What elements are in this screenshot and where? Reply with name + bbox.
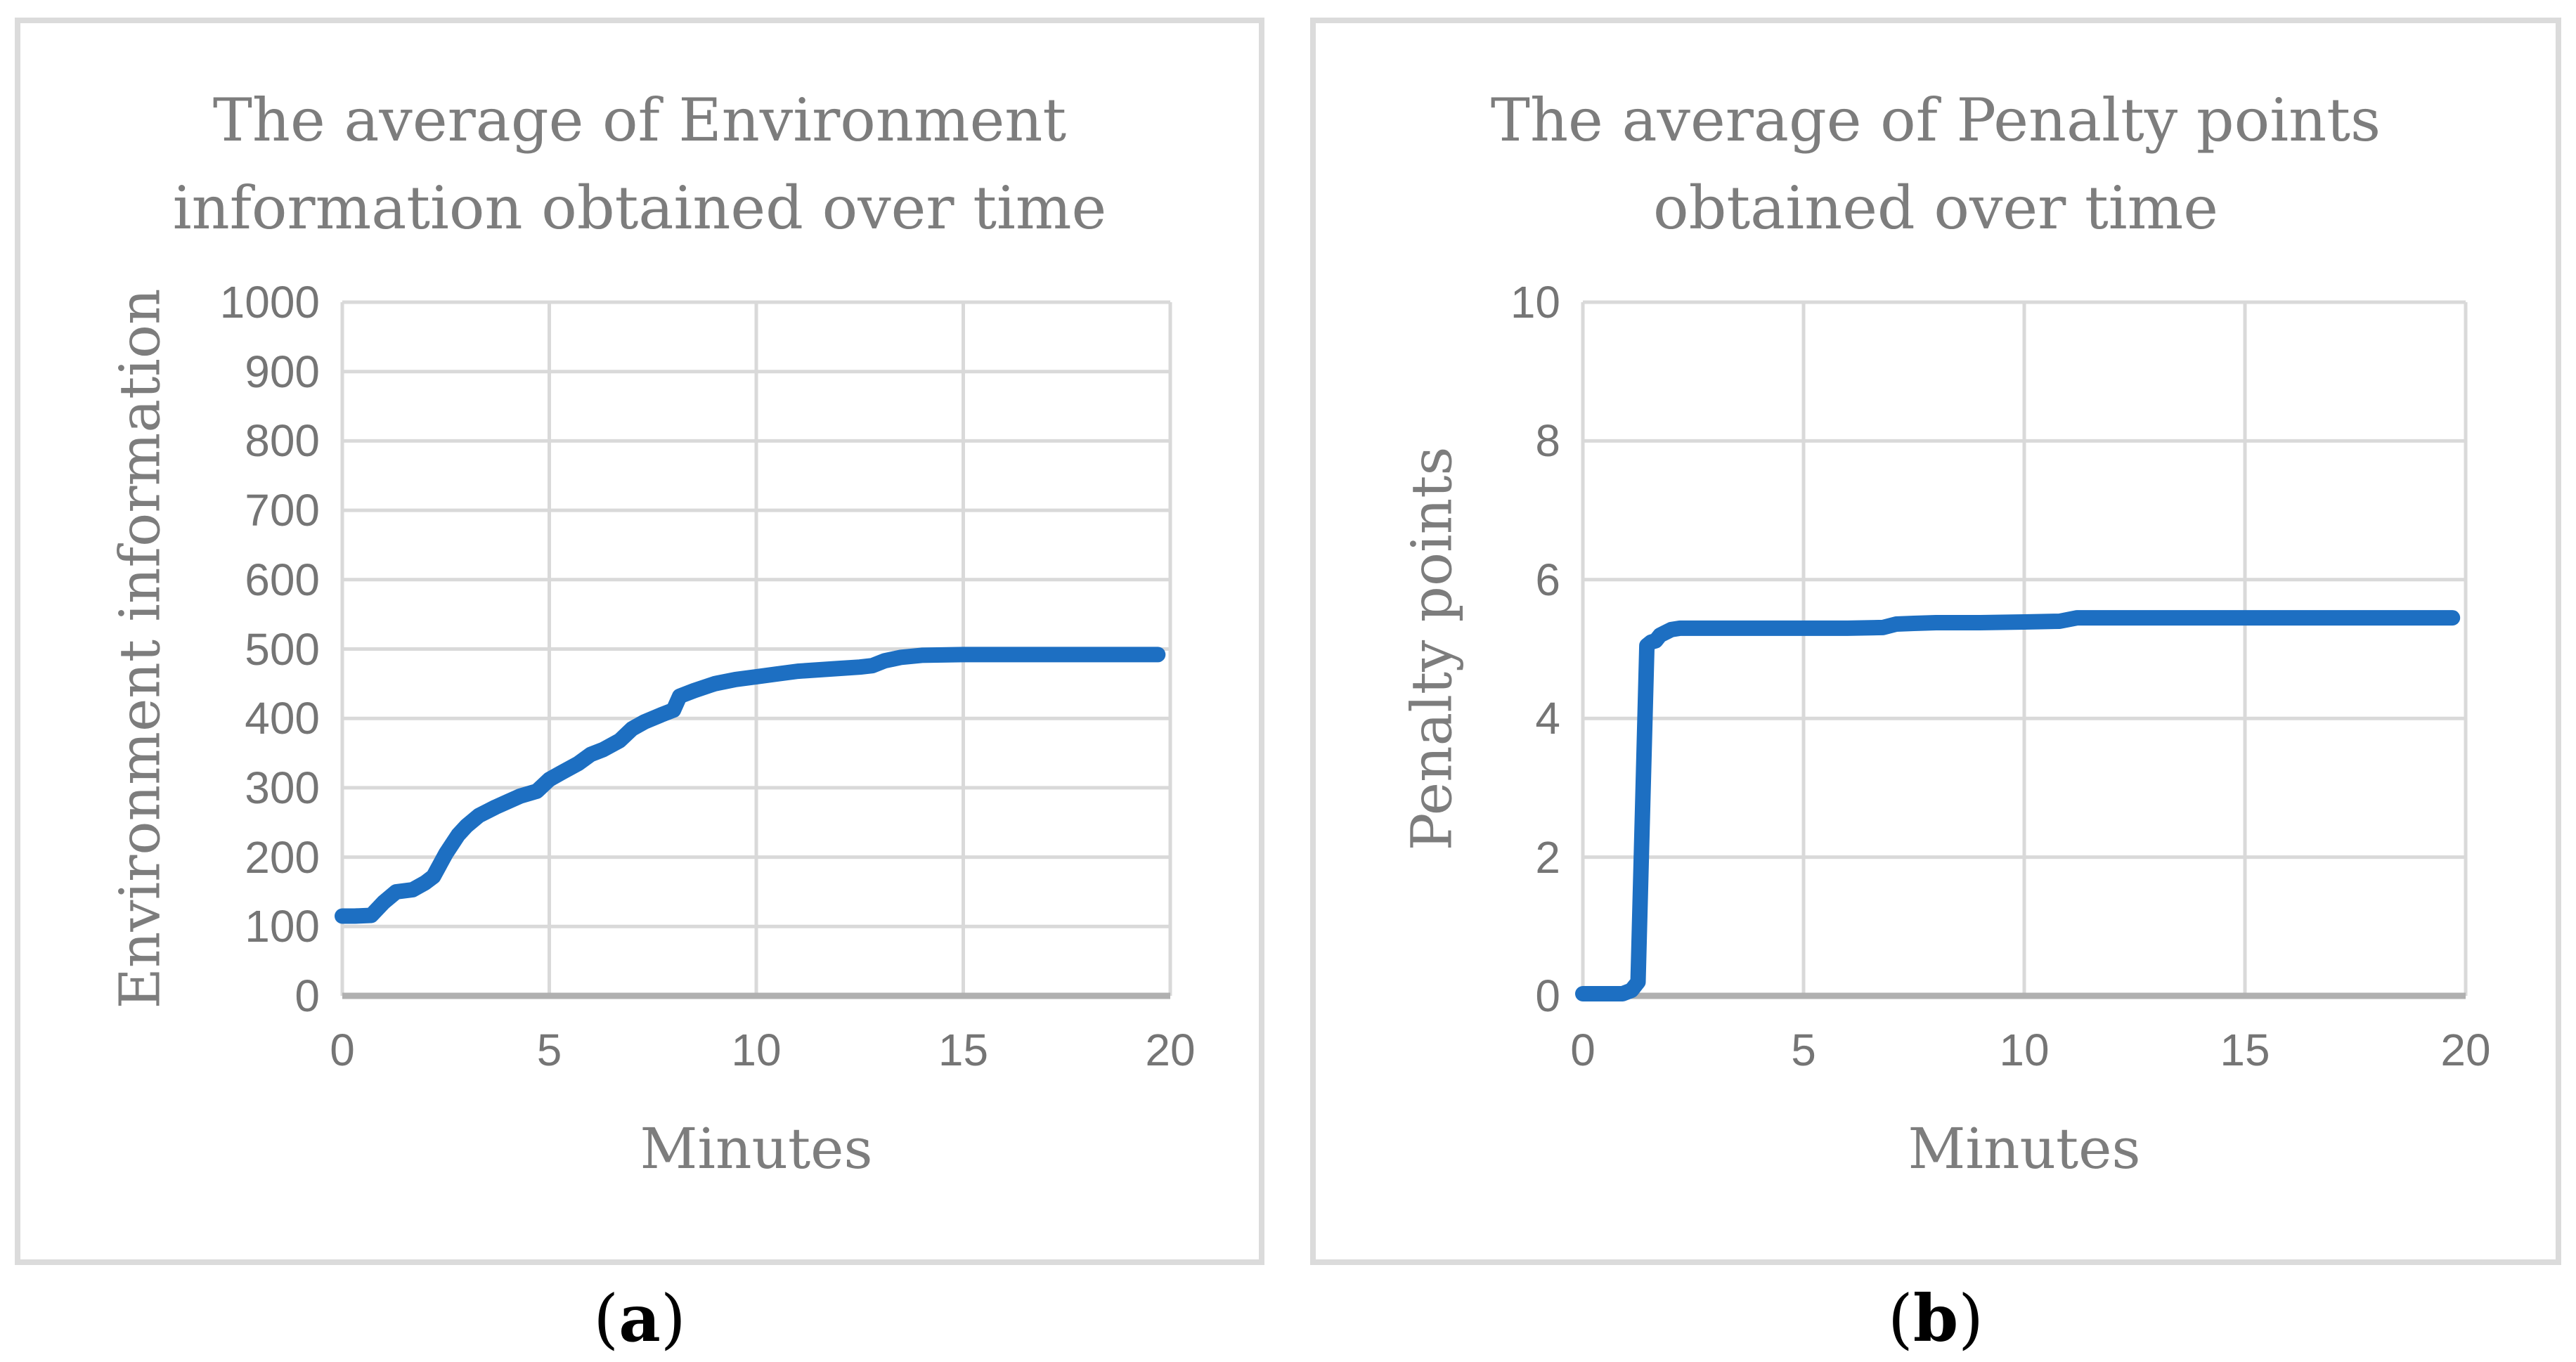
x-tick-label: 20 — [1145, 1025, 1196, 1075]
chart-panel-a: The average of Environment information o… — [15, 18, 1264, 1265]
y-tick-label: 4 — [1535, 693, 1560, 744]
caption-close-paren: ) — [660, 1281, 686, 1356]
series-line — [1575, 610, 2461, 1001]
x-tick-label: 15 — [2220, 1025, 2270, 1075]
plot-area — [335, 300, 1172, 999]
y-tick-label: 700 — [245, 485, 320, 536]
y-tick-label: 600 — [245, 554, 320, 605]
chart-title: The average of Penalty points obtained o… — [1316, 77, 2556, 252]
caption-open-paren: ( — [593, 1281, 619, 1356]
plot-canvas — [1575, 300, 2468, 1001]
plot-canvas — [335, 300, 1172, 999]
caption-close-paren: ) — [1958, 1281, 1984, 1356]
y-tick-label: 0 — [1535, 971, 1560, 1021]
y-tick-label: 2 — [1535, 831, 1560, 883]
y-tick-label: 6 — [1535, 554, 1560, 605]
x-tick-label: 5 — [1791, 1025, 1816, 1075]
chart-title-line-1: The average of Environment — [212, 86, 1067, 155]
series-line — [335, 647, 1166, 924]
y-tick-label: 300 — [245, 762, 320, 813]
x-tick-label: 10 — [731, 1025, 782, 1075]
x-tick-label: 5 — [536, 1025, 562, 1075]
y-tick-label: 100 — [245, 901, 320, 952]
caption-open-paren: ( — [1887, 1281, 1913, 1356]
caption-letter: a — [619, 1280, 661, 1356]
y-tick-label: 400 — [245, 693, 320, 744]
x-axis-title: Minutes — [640, 1116, 873, 1181]
chart-title: The average of Environment information o… — [20, 77, 1259, 252]
chart-title-line-2: obtained over time — [1653, 174, 2218, 242]
x-axis-title: Minutes — [1908, 1116, 2141, 1181]
y-tick-label: 8 — [1535, 415, 1560, 467]
caption-letter: b — [1912, 1280, 1959, 1356]
y-tick-label: 0 — [295, 971, 320, 1021]
chart-panel-b: The average of Penalty points obtained o… — [1310, 18, 2561, 1265]
x-tick-label: 20 — [2440, 1025, 2491, 1075]
y-tick-label: 10 — [1510, 277, 1560, 327]
y-tick-label: 900 — [245, 346, 320, 397]
subfigure-caption-a: (a) — [15, 1280, 1264, 1356]
y-axis-title: Environment information — [107, 288, 173, 1009]
plot-area — [1575, 300, 2468, 1001]
subfigure-caption-b: (b) — [1310, 1280, 2561, 1356]
x-tick-label: 0 — [1570, 1025, 1596, 1075]
chart-title-line-2: information obtained over time — [172, 174, 1107, 242]
y-axis-title: Penalty points — [1399, 446, 1465, 851]
penalty-points-chart: The average of Penalty points obtained o… — [1316, 23, 2556, 1259]
y-tick-label: 500 — [245, 623, 320, 675]
chart-title-line-1: The average of Penalty points — [1490, 86, 2381, 155]
x-tick-label: 0 — [330, 1025, 355, 1075]
x-tick-label: 15 — [938, 1025, 989, 1075]
environment-info-chart: The average of Environment information o… — [20, 23, 1259, 1259]
y-tick-label: 1000 — [219, 277, 320, 327]
y-tick-label: 200 — [245, 831, 320, 883]
y-tick-label: 800 — [245, 415, 320, 467]
x-tick-label: 10 — [1999, 1025, 2050, 1075]
